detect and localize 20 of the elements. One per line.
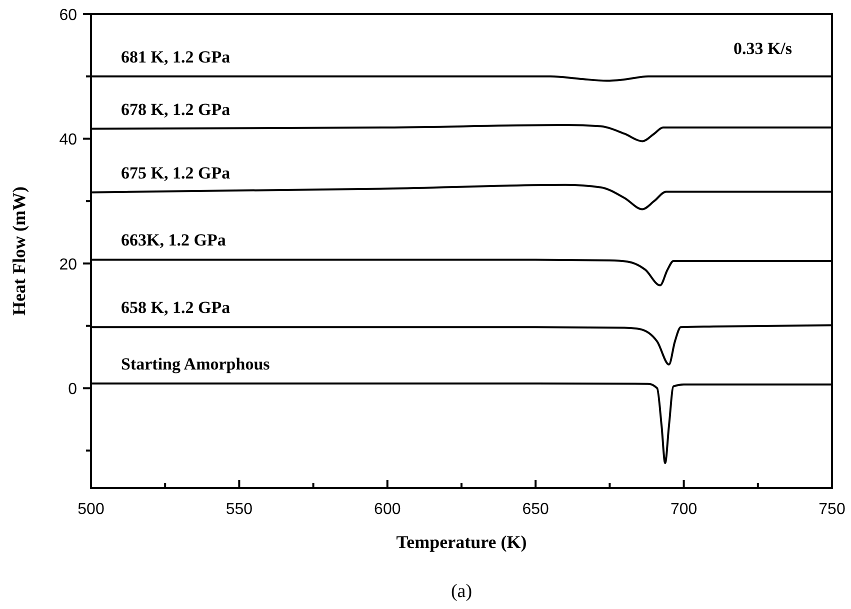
x-tick-label: 500 [78,501,104,518]
annotation: 0.33 K/s [733,39,792,58]
series-label: 681 K, 1.2 GPa [121,47,231,66]
x-tick-label: 550 [226,501,253,518]
x-tick-label: 700 [670,501,698,518]
series-label: 658 K, 1.2 GPa [121,298,231,318]
y-tick-label: 0 [68,381,78,398]
x-tick-label: 750 [818,501,846,518]
y-tick-label: 60 [59,7,78,24]
y-tick-label: 20 [59,256,78,274]
text: (a) [450,581,472,602]
y-tick-label: 40 [59,132,78,149]
x-axis-title: Temperature (K) [396,532,527,552]
series-label: 675 K, 1.2 GPa [121,163,231,182]
y-axis-title: Heat Flow (mW) [9,186,29,316]
series-label: 678 K, 1.2 GPa [121,100,231,119]
x-tick-label: 600 [374,501,401,518]
series-label: 663K, 1.2 GPa [121,230,226,250]
series-label: Starting Amorphous [121,354,270,374]
x-tick-label: 650 [522,501,550,518]
